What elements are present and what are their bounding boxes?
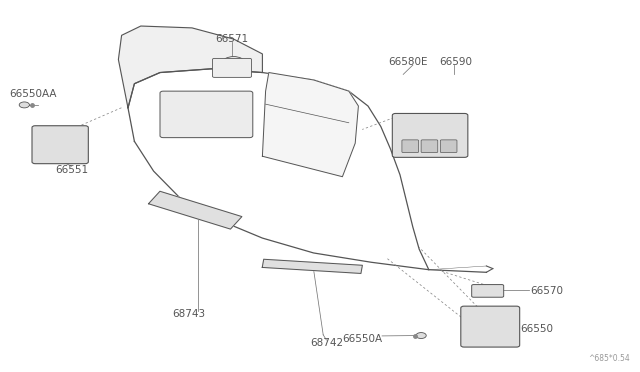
Polygon shape [262,73,358,177]
Text: 66590: 66590 [439,57,472,67]
FancyBboxPatch shape [160,91,253,138]
Text: 66570: 66570 [531,286,564,295]
Circle shape [222,57,245,70]
Text: 66580E: 66580E [388,57,428,67]
Text: 66551: 66551 [55,165,88,175]
Text: 66571: 66571 [215,34,248,44]
FancyBboxPatch shape [402,140,419,153]
Text: ^685*0.54: ^685*0.54 [589,354,630,363]
FancyBboxPatch shape [440,140,457,153]
Text: 68742: 68742 [310,339,343,348]
Text: 68743: 68743 [172,310,205,319]
FancyBboxPatch shape [472,285,504,297]
Polygon shape [148,191,242,229]
FancyBboxPatch shape [421,140,438,153]
FancyBboxPatch shape [461,306,520,347]
Polygon shape [118,26,262,108]
Polygon shape [262,259,362,273]
Text: 66550A: 66550A [342,334,382,344]
Circle shape [19,102,29,108]
FancyBboxPatch shape [212,58,252,77]
Circle shape [416,333,426,339]
Text: 66550: 66550 [520,324,554,334]
FancyBboxPatch shape [32,126,88,164]
FancyBboxPatch shape [392,113,468,157]
Text: 66550AA: 66550AA [10,89,57,99]
